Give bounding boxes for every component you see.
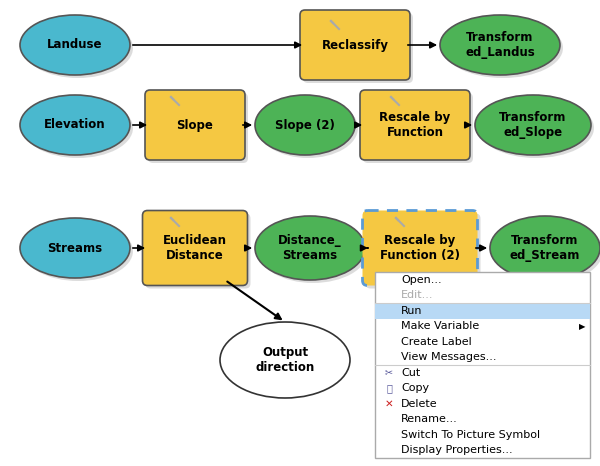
- Ellipse shape: [23, 18, 133, 78]
- Text: Elevation: Elevation: [44, 118, 106, 131]
- Ellipse shape: [493, 219, 600, 283]
- Text: ✕: ✕: [385, 399, 394, 409]
- Ellipse shape: [220, 322, 350, 398]
- Text: Streams: Streams: [47, 241, 103, 254]
- Text: Euclidean
Distance: Euclidean Distance: [163, 234, 227, 262]
- FancyBboxPatch shape: [143, 211, 248, 286]
- FancyBboxPatch shape: [363, 93, 473, 163]
- Text: Rescale by
Function: Rescale by Function: [379, 111, 451, 139]
- FancyBboxPatch shape: [145, 90, 245, 160]
- FancyBboxPatch shape: [375, 303, 590, 318]
- Text: Copy: Copy: [401, 383, 429, 393]
- FancyBboxPatch shape: [365, 213, 481, 288]
- Text: Run: Run: [401, 306, 422, 316]
- Ellipse shape: [490, 216, 600, 280]
- Ellipse shape: [20, 15, 130, 75]
- Text: Transform
ed_Stream: Transform ed_Stream: [510, 234, 580, 262]
- FancyBboxPatch shape: [362, 211, 478, 286]
- Ellipse shape: [443, 18, 563, 78]
- FancyBboxPatch shape: [146, 213, 251, 288]
- Text: Delete: Delete: [401, 399, 437, 409]
- Text: Landuse: Landuse: [47, 39, 103, 52]
- Text: Display Properties...: Display Properties...: [401, 445, 512, 455]
- Ellipse shape: [255, 216, 365, 280]
- FancyBboxPatch shape: [375, 272, 590, 458]
- FancyBboxPatch shape: [148, 93, 248, 163]
- Ellipse shape: [20, 95, 130, 155]
- Text: Create Label: Create Label: [401, 337, 472, 347]
- Ellipse shape: [258, 219, 368, 283]
- Text: ✂: ✂: [385, 368, 393, 378]
- Text: Distance_
Streams: Distance_ Streams: [278, 234, 342, 262]
- Ellipse shape: [478, 98, 594, 158]
- FancyBboxPatch shape: [300, 10, 410, 80]
- Ellipse shape: [258, 98, 358, 158]
- Text: Open...: Open...: [401, 275, 442, 285]
- Text: Output
direction: Output direction: [256, 346, 314, 374]
- FancyBboxPatch shape: [303, 13, 413, 83]
- Text: Rescale by
Function (2): Rescale by Function (2): [380, 234, 460, 262]
- Text: Slope (2): Slope (2): [275, 118, 335, 131]
- Ellipse shape: [255, 95, 355, 155]
- Ellipse shape: [475, 95, 591, 155]
- Text: Transform
ed_Slope: Transform ed_Slope: [499, 111, 566, 139]
- Ellipse shape: [23, 98, 133, 158]
- Text: Reclassify: Reclassify: [322, 39, 389, 52]
- Text: Switch To Picture Symbol: Switch To Picture Symbol: [401, 430, 540, 440]
- Text: Edit...: Edit...: [401, 290, 433, 300]
- Text: ▶: ▶: [579, 322, 585, 331]
- Text: Slope: Slope: [176, 118, 214, 131]
- FancyBboxPatch shape: [360, 90, 470, 160]
- Ellipse shape: [440, 15, 560, 75]
- Text: Rename...: Rename...: [401, 414, 458, 424]
- Text: View Messages...: View Messages...: [401, 352, 497, 362]
- Ellipse shape: [20, 218, 130, 278]
- Text: Cut: Cut: [401, 368, 420, 378]
- Text: Make Variable: Make Variable: [401, 321, 479, 331]
- Text: ⧉: ⧉: [386, 383, 392, 393]
- Ellipse shape: [23, 221, 133, 281]
- Text: Transform
ed_Landus: Transform ed_Landus: [465, 31, 535, 59]
